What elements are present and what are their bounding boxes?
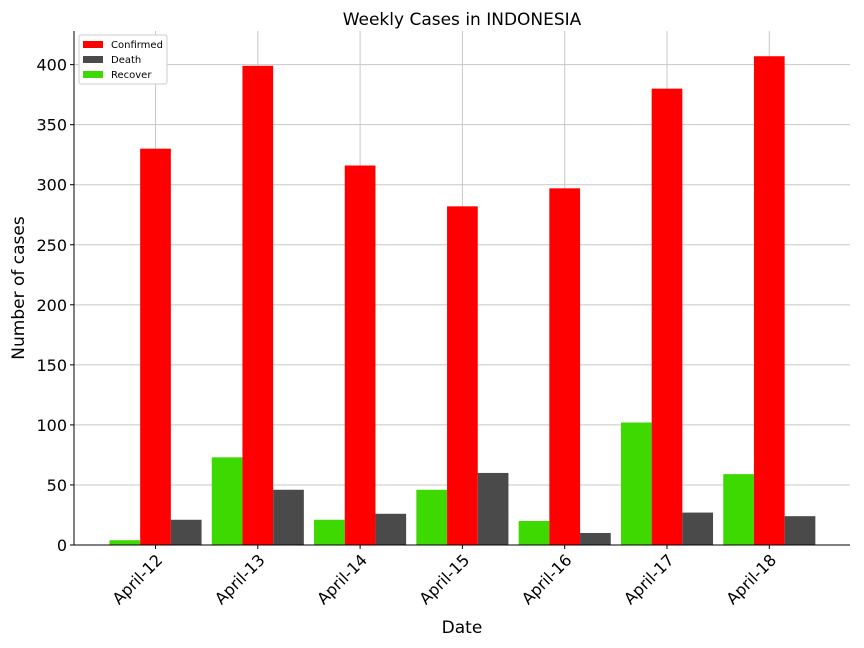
bar-confirmed-april-18 [753, 56, 785, 545]
y-tick-label: 50 [47, 476, 67, 495]
bar-recover-april-14 [314, 519, 345, 545]
y-tick-label: 100 [36, 416, 67, 435]
y-axis-label: Number of cases [9, 216, 29, 360]
x-tick-label: April-15 [415, 550, 473, 608]
y-tick-label: 150 [36, 356, 67, 375]
bar-death-april-16 [580, 532, 611, 545]
x-ticks: April-12 April-13 April-14 April-15 April-16… [109, 545, 780, 608]
bar-confirmed-april-17 [651, 88, 683, 545]
bar-death-april-13 [273, 489, 304, 545]
bar-death-april-17 [682, 512, 714, 545]
y-tick-label: 200 [36, 296, 67, 315]
bar-recover-april-12 [109, 540, 141, 545]
bar-death-april-15 [477, 472, 509, 545]
x-tick-label: April-18 [722, 550, 780, 608]
bar-recover-april-16 [518, 520, 550, 545]
bar-death-april-12 [170, 519, 202, 545]
legend-label-recover: Recover [111, 70, 152, 81]
bar-death-april-14 [375, 513, 407, 545]
bar-confirmed-april-14 [344, 165, 376, 545]
bar-confirmed-april-13 [242, 65, 274, 546]
legend-swatch-recover [83, 71, 103, 78]
y-tick-label: 250 [36, 236, 67, 255]
legend-label-confirmed: Confirmed [111, 40, 163, 51]
legend-swatch-confirmed [83, 41, 103, 48]
x-tick-label: April-16 [518, 550, 576, 608]
y-ticks: 0 50 100 150 200 250 300 350 400 [36, 56, 74, 555]
legend: Confirmed Death Recover [78, 34, 168, 85]
x-axis-label: Date [442, 618, 483, 638]
legend-label-death: Death [111, 55, 141, 66]
bar-confirmed-april-12 [140, 148, 171, 545]
bar-recover-april-18 [723, 474, 754, 545]
legend-swatch-death [83, 56, 103, 63]
bar-death-april-18 [784, 516, 816, 545]
bar-recover-april-17 [620, 422, 652, 545]
x-tick-label: April-13 [211, 550, 269, 608]
x-tick-label: April-17 [620, 550, 678, 608]
bar-confirmed-april-15 [447, 206, 478, 546]
bars [109, 56, 816, 546]
bar-recover-april-13 [211, 457, 243, 545]
x-tick-label: April-12 [109, 550, 167, 608]
y-tick-label: 300 [36, 176, 67, 195]
chart-title: Weekly Cases in INDONESIA [343, 10, 582, 30]
x-tick-label: April-14 [313, 550, 371, 608]
bar-recover-april-15 [416, 489, 448, 545]
y-tick-label: 0 [57, 536, 67, 555]
bar-confirmed-april-16 [549, 188, 581, 545]
y-tick-label: 350 [36, 116, 67, 135]
y-tick-label: 400 [36, 56, 67, 75]
